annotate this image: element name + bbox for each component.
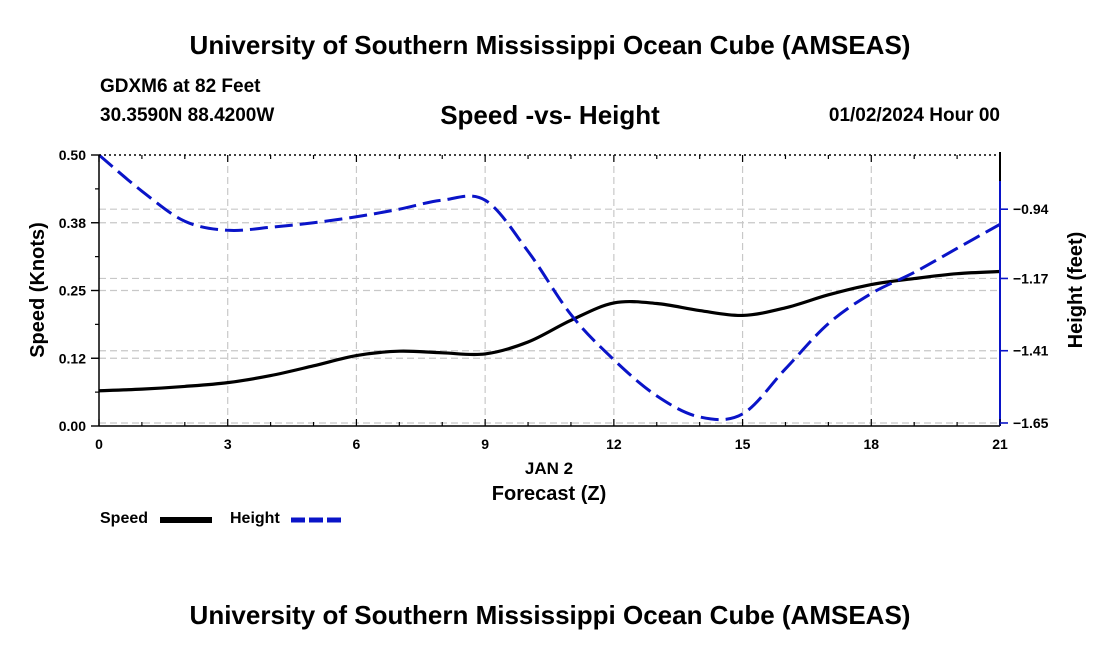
location-label: 30.3590N 88.4200W	[100, 105, 275, 126]
legend-speed-label: Speed	[100, 510, 149, 527]
series-line-height	[98, 153, 1001, 422]
y-axis-title: Speed (Knots)	[27, 222, 49, 358]
x-tick-label: 9	[481, 436, 489, 452]
x-tick-label: 18	[863, 436, 879, 452]
plot-frame	[98, 152, 1001, 427]
y2-axis-title: Height (feet)	[1065, 232, 1087, 349]
x-tick-label: 0	[95, 436, 103, 452]
main-title: University of Southern Mississippi Ocean…	[189, 30, 911, 60]
y-tick-label: 0.00	[59, 418, 86, 434]
x-tick-label: 21	[992, 436, 1008, 452]
x-tick-label: 15	[735, 436, 751, 452]
x-axis-date-label: JAN 2	[525, 459, 573, 478]
y2-tick-label: −1.65	[1013, 415, 1049, 431]
axis-ticks: 0 3 6 9 12 15 18 21 0.00 0.12 0.25 0.38 0.50 −1.65 −1.…	[59, 147, 1049, 452]
station-label: GDXM6 at 82 Feet	[100, 76, 261, 97]
y-tick-label: 0.38	[59, 215, 86, 231]
y2-tick-label: −1.17	[1013, 270, 1049, 286]
y2-tick-label: −0.94	[1013, 201, 1049, 217]
datetime-label: 01/02/2024 Hour 00	[828, 105, 1000, 126]
footer-title: University of Southern Mississippi Ocean…	[189, 600, 911, 630]
chart-title: Speed -vs- Height	[440, 100, 660, 130]
y2-tick-label: −1.41	[1013, 343, 1049, 359]
x-tick-label: 3	[224, 436, 232, 452]
x-tick-label: 12	[606, 436, 622, 452]
y-tick-label: 0.50	[59, 147, 86, 163]
series-line-speed	[98, 269, 1001, 393]
y-tick-label: 0.25	[59, 283, 86, 299]
grid-lines	[99, 155, 1000, 426]
x-axis-title: Forecast (Z)	[492, 483, 606, 505]
y-tick-label: 0.12	[59, 350, 86, 366]
x-tick-label: 6	[353, 436, 361, 452]
series-lines	[98, 153, 1001, 422]
legend-height-label: Height	[230, 510, 280, 527]
